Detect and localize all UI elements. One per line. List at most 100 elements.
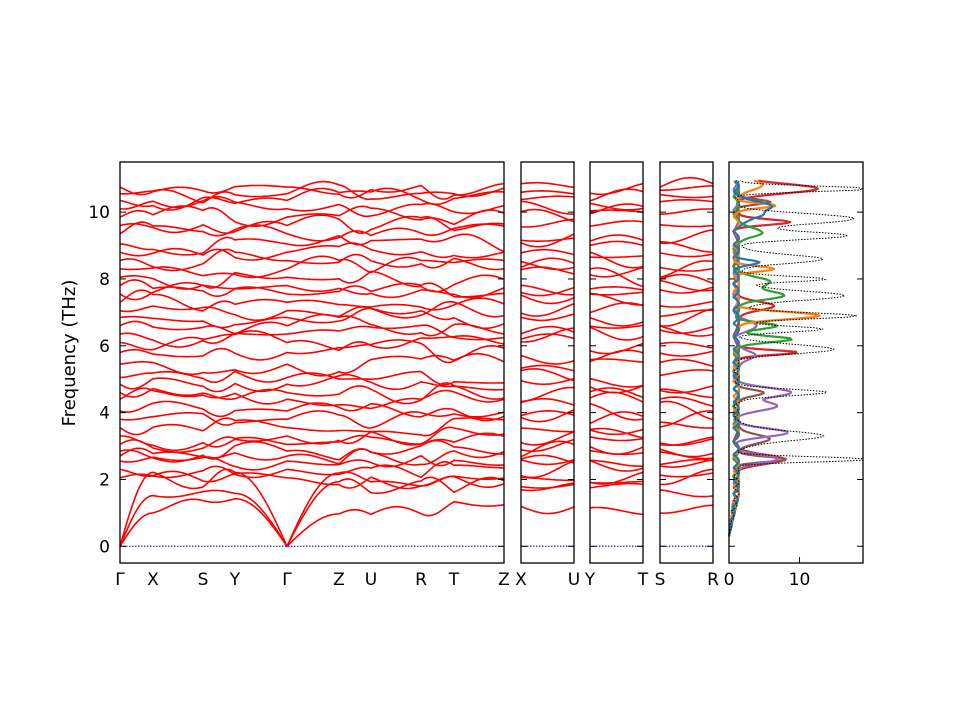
band-line	[589, 326, 644, 341]
band-line	[119, 417, 505, 437]
band-line	[659, 273, 714, 285]
band-line	[119, 476, 505, 548]
band-line	[659, 421, 714, 429]
panel-frame-p4	[659, 161, 714, 564]
band-line	[659, 325, 714, 337]
band-line	[520, 333, 575, 340]
band-line	[589, 460, 644, 472]
x-tick-label: X	[515, 570, 527, 590]
band-line	[119, 352, 505, 377]
band-line	[589, 182, 644, 196]
band-line	[659, 410, 714, 428]
dos-x-tick-label: 0	[724, 570, 735, 590]
band-line	[520, 233, 575, 248]
band-line	[589, 403, 644, 421]
dos-series-6	[728, 180, 864, 537]
band-line	[659, 300, 714, 308]
band-line	[659, 468, 714, 486]
x-tick-label: T	[448, 570, 460, 590]
band-line	[520, 409, 575, 423]
band-line	[589, 220, 644, 227]
band-line	[589, 316, 644, 327]
band-line	[589, 459, 643, 468]
band-line	[659, 176, 714, 188]
band-line	[520, 482, 575, 492]
band-line	[589, 266, 644, 278]
band-line	[589, 251, 644, 269]
band-line	[520, 386, 575, 403]
band-line	[520, 266, 575, 275]
y-tick-label: 0	[99, 537, 110, 557]
band-line	[520, 195, 575, 201]
band-line	[520, 190, 575, 195]
band-line	[520, 454, 575, 464]
band-line	[660, 388, 714, 399]
y-tick-label: 6	[99, 337, 110, 357]
band-line	[520, 257, 575, 269]
band-line	[119, 242, 505, 261]
band-line	[119, 279, 505, 299]
y-tick-label: 4	[99, 404, 110, 424]
x-tick-label: U	[365, 570, 377, 590]
bands-p2	[520, 181, 575, 515]
band-line	[119, 300, 505, 322]
band-line	[520, 313, 575, 322]
band-line	[119, 373, 505, 393]
band-line	[520, 237, 575, 242]
band-line	[520, 354, 575, 365]
band-line	[589, 203, 644, 215]
band-line	[659, 208, 713, 216]
band-line	[119, 233, 505, 256]
band-line	[659, 385, 714, 394]
band-line	[119, 182, 505, 200]
band-line	[589, 324, 644, 329]
density-of-states	[727, 179, 864, 537]
band-line	[589, 377, 644, 388]
band-line	[119, 470, 505, 490]
dos-series-5	[727, 179, 774, 537]
band-line	[119, 313, 505, 337]
band-line	[520, 431, 575, 446]
band-line	[520, 294, 575, 305]
panel-frame-p3	[589, 161, 644, 564]
band-line	[119, 221, 505, 242]
band-line	[589, 285, 644, 291]
band-line	[659, 458, 714, 468]
band-line	[589, 255, 644, 259]
band-line	[520, 438, 575, 453]
bands-p1	[119, 180, 505, 548]
band-line	[520, 368, 575, 382]
band-line	[520, 200, 574, 215]
band-line	[119, 289, 505, 312]
y-axis-label: Frequency (THz)	[59, 280, 80, 427]
band-line	[589, 428, 644, 436]
phonon-bands	[119, 176, 714, 548]
band-line	[119, 205, 505, 227]
x-tick-label: Z	[498, 570, 510, 590]
band-line	[119, 339, 505, 364]
band-line	[659, 489, 714, 498]
bands-p3	[589, 182, 644, 516]
axes-frames	[119, 161, 864, 564]
band-line	[520, 459, 575, 466]
band-line	[120, 426, 505, 452]
x-tick-label: S	[655, 570, 666, 590]
band-line	[520, 302, 575, 317]
band-line	[659, 396, 714, 407]
y-tick-label: 10	[88, 203, 110, 223]
band-line	[119, 330, 505, 352]
band-line	[659, 193, 714, 199]
band-line	[520, 284, 575, 296]
x-tick-label: Z	[333, 570, 345, 590]
band-line	[659, 199, 714, 203]
x-tick-label: Y	[584, 570, 596, 590]
band-line	[659, 438, 714, 447]
band-line	[589, 202, 644, 211]
x-tick-label: Y	[229, 570, 241, 590]
band-line	[119, 248, 505, 272]
band-line	[659, 224, 714, 228]
axis-ticks	[120, 211, 863, 563]
band-line	[119, 439, 504, 463]
band-line	[659, 369, 714, 377]
